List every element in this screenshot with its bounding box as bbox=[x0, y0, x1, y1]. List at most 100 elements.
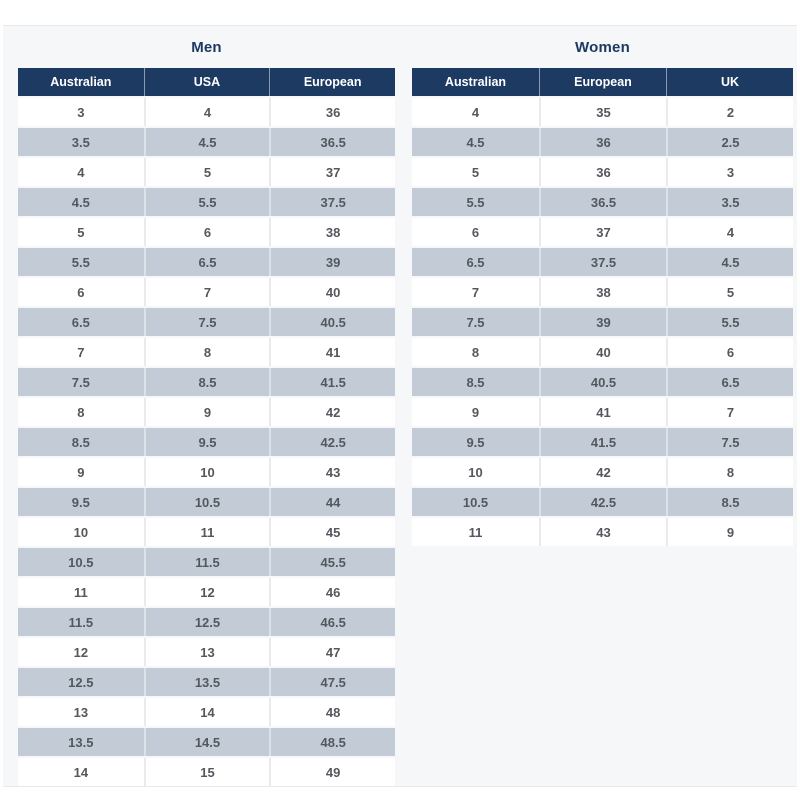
table-row: 6.5 7.5 40.5 bbox=[18, 308, 395, 336]
size-cell: 9.5 bbox=[412, 428, 539, 456]
size-cell: 9 bbox=[412, 398, 539, 426]
size-cell: 8 bbox=[18, 398, 144, 426]
size-cell: 37 bbox=[269, 158, 395, 186]
size-cell: 6.5 bbox=[18, 308, 144, 336]
size-cell: 14.5 bbox=[143, 728, 270, 756]
size-cell: 41 bbox=[269, 338, 395, 366]
table-row: 8 9 42 bbox=[18, 398, 395, 426]
size-cell: 7 bbox=[412, 278, 539, 306]
size-cell: 40 bbox=[269, 278, 395, 306]
table-row: 5.5 6.5 39 bbox=[18, 248, 395, 276]
table-row: 12.5 13.5 47.5 bbox=[18, 668, 395, 696]
size-cell: 37.5 bbox=[269, 188, 395, 216]
size-cell: 4.5 bbox=[18, 188, 144, 216]
women-table-title: Women bbox=[575, 39, 630, 56]
size-cell: 42 bbox=[539, 458, 666, 486]
size-cell: 5 bbox=[18, 218, 144, 246]
women-size-table: Australian European UK 4 35 2 4.5 36 2.5 5 36 3 5.5… bbox=[412, 66, 793, 548]
table-row: 12 13 47 bbox=[18, 638, 395, 666]
size-cell: 45.5 bbox=[269, 548, 395, 576]
table-row: 9 10 43 bbox=[18, 458, 395, 486]
table-row: 9.5 10.5 44 bbox=[18, 488, 395, 516]
table-row: 7.5 39 5.5 bbox=[412, 308, 793, 336]
size-cell: 38 bbox=[269, 218, 395, 246]
size-cell: 8.5 bbox=[412, 368, 539, 396]
size-cell: 37 bbox=[539, 218, 666, 246]
size-cell: 47 bbox=[269, 638, 395, 666]
table-row: 4 5 37 bbox=[18, 158, 395, 186]
table-row: 11 43 9 bbox=[412, 518, 793, 546]
size-cell: 12.5 bbox=[18, 668, 144, 696]
size-cell: 7.5 bbox=[666, 428, 793, 456]
size-cell: 42.5 bbox=[539, 488, 666, 516]
size-cell: 8.5 bbox=[666, 488, 793, 516]
size-cell: 38 bbox=[539, 278, 666, 306]
size-cell: 9 bbox=[143, 398, 270, 426]
size-cell: 10 bbox=[412, 458, 539, 486]
size-cell: 36.5 bbox=[539, 188, 666, 216]
size-cell: 12 bbox=[143, 578, 270, 606]
size-cell: 7 bbox=[18, 338, 144, 366]
size-cell: 6 bbox=[18, 278, 144, 306]
size-cell: 5 bbox=[143, 158, 270, 186]
size-cell: 43 bbox=[269, 458, 395, 486]
table-row: 11.5 12.5 46.5 bbox=[18, 608, 395, 636]
table-row: 4.5 5.5 37.5 bbox=[18, 188, 395, 216]
table-row: 6 7 40 bbox=[18, 278, 395, 306]
men-table-title: Men bbox=[191, 39, 222, 56]
size-cell: 4 bbox=[666, 218, 793, 246]
women-table-header: Australian European UK bbox=[412, 68, 793, 96]
size-cell: 15 bbox=[143, 758, 270, 786]
size-cell: 5.5 bbox=[143, 188, 270, 216]
size-cell: 4 bbox=[412, 98, 539, 126]
size-cell: 6.5 bbox=[666, 368, 793, 396]
size-cell: 4 bbox=[143, 98, 270, 126]
size-cell: 11 bbox=[18, 578, 144, 606]
size-cell: 35 bbox=[539, 98, 666, 126]
table-row: 3 4 36 bbox=[18, 98, 395, 126]
size-cell: 7.5 bbox=[18, 368, 144, 396]
table-row: 10.5 11.5 45.5 bbox=[18, 548, 395, 576]
size-cell: 6 bbox=[143, 218, 270, 246]
size-cell: 14 bbox=[18, 758, 144, 786]
size-cell: 3.5 bbox=[18, 128, 144, 156]
table-row: 10 42 8 bbox=[412, 458, 793, 486]
size-cell: 13 bbox=[143, 638, 270, 666]
size-cell: 10.5 bbox=[412, 488, 539, 516]
size-cell: 47.5 bbox=[269, 668, 395, 696]
size-cell: 6.5 bbox=[143, 248, 270, 276]
size-cell: 46.5 bbox=[269, 608, 395, 636]
size-cell: 3.5 bbox=[666, 188, 793, 216]
size-cell: 5 bbox=[412, 158, 539, 186]
table-row: 6.5 37.5 4.5 bbox=[412, 248, 793, 276]
table-row: 5 36 3 bbox=[412, 158, 793, 186]
size-cell: 42.5 bbox=[269, 428, 395, 456]
size-cell: 5.5 bbox=[18, 248, 144, 276]
size-cell: 9.5 bbox=[18, 488, 144, 516]
size-cell: 10 bbox=[18, 518, 144, 546]
column-header: UK bbox=[666, 68, 793, 96]
table-row: 7 38 5 bbox=[412, 278, 793, 306]
table-row: 10 11 45 bbox=[18, 518, 395, 546]
size-cell: 2.5 bbox=[666, 128, 793, 156]
size-cell: 8 bbox=[666, 458, 793, 486]
table-row: 3.5 4.5 36.5 bbox=[18, 128, 395, 156]
size-cell: 6 bbox=[666, 338, 793, 366]
size-cell: 40 bbox=[539, 338, 666, 366]
size-cell: 14 bbox=[143, 698, 270, 726]
size-cell: 8 bbox=[143, 338, 270, 366]
size-cell: 36 bbox=[269, 98, 395, 126]
men-size-table-section: Men Australian USA European 3 4 36 3.5 4.5 36.5… bbox=[18, 26, 395, 788]
table-row: 8 40 6 bbox=[412, 338, 793, 366]
size-cell: 45 bbox=[269, 518, 395, 546]
men-table-header: Australian USA European bbox=[18, 68, 395, 96]
size-cell: 13 bbox=[18, 698, 144, 726]
column-header: European bbox=[539, 68, 666, 96]
size-cell: 5.5 bbox=[412, 188, 539, 216]
size-cell: 37.5 bbox=[539, 248, 666, 276]
size-cell: 48 bbox=[269, 698, 395, 726]
size-cell: 4 bbox=[18, 158, 144, 186]
size-cell: 48.5 bbox=[269, 728, 395, 756]
size-cell: 44 bbox=[269, 488, 395, 516]
size-cell: 9 bbox=[18, 458, 144, 486]
